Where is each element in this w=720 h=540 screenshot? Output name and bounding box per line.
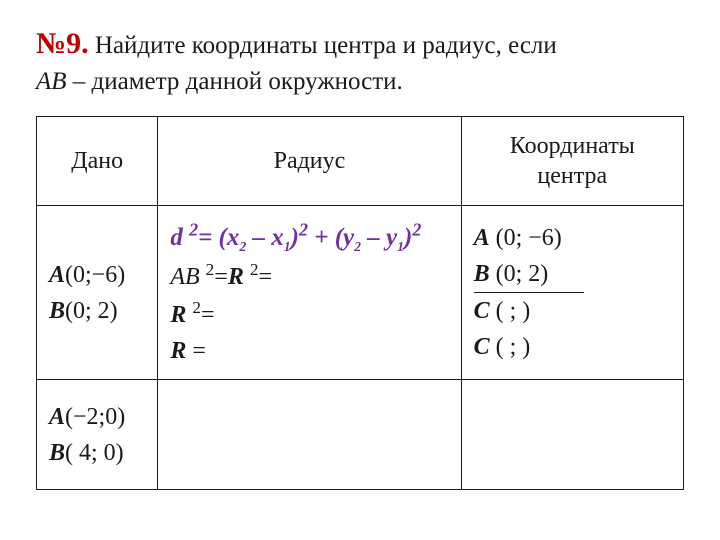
cell-center-1: А (0; −6) В (0; 2) С ( ; ) С ( ; ): [461, 206, 683, 380]
dano2-A-label: А: [49, 404, 65, 430]
dano1-B-coord: (0; 2): [65, 298, 118, 324]
dano2-B-coord: ( 4; 0): [65, 440, 124, 466]
center-A-coord: (0; −6): [496, 225, 562, 251]
dano1-A-coord: (0;−6): [65, 262, 125, 288]
center-C2-coord: ( ; ): [496, 334, 531, 360]
header-dano: Дано: [37, 117, 158, 206]
title-AB: АВ: [36, 68, 67, 95]
dano1-B-label: В: [49, 298, 65, 324]
center-C1-coord: ( ; ): [496, 298, 531, 324]
cell-radius-2: [158, 380, 461, 490]
problem-title: №9. Найдите координаты центра и радиус, …: [36, 24, 684, 98]
center-B-label: В: [474, 261, 496, 287]
center-C2-label: С: [474, 334, 496, 360]
title-line1: Найдите координаты центра и радиус, если: [89, 32, 557, 59]
radius-line3: R 2=: [170, 302, 214, 328]
dano2-A-coord: (−2;0): [65, 404, 125, 430]
center-C1-label: С: [474, 298, 496, 324]
center-B-line: В (0; 2): [474, 256, 585, 293]
cell-dano-1: А(0;−6) В(0; 2): [37, 206, 158, 380]
problem-number: №9.: [36, 27, 89, 60]
cell-radius-1: d 2= (x2 – x1)2 + (y2 – y1)2 АВ 2=R 2= R…: [158, 206, 461, 380]
center-A-label: А: [474, 225, 496, 251]
center-B-coord: (0; 2): [496, 261, 549, 287]
dano2-B-label: В: [49, 440, 65, 466]
header-radius: Радиус: [158, 117, 461, 206]
header-center: Координаты центра: [461, 117, 683, 206]
header-center-l2: центра: [537, 163, 607, 189]
distance-formula: d 2= (x2 – x1)2 + (y2 – y1)2: [170, 224, 421, 251]
data-row-1: А(0;−6) В(0; 2) d 2= (x2 – x1)2 + (y2 – …: [37, 206, 684, 380]
cell-dano-2: А(−2;0) В( 4; 0): [37, 380, 158, 490]
radius-line2: АВ 2=R 2=: [170, 264, 272, 290]
title-line2: – диаметр данной окружности.: [67, 68, 403, 95]
radius-line4: R =: [170, 338, 206, 364]
dano1-A-label: А: [49, 262, 65, 288]
header-row: Дано Радиус Координаты центра: [37, 117, 684, 206]
data-row-2: А(−2;0) В( 4; 0): [37, 380, 684, 490]
header-center-l1: Координаты: [510, 133, 635, 159]
cell-center-2: [461, 380, 683, 490]
problem-table: Дано Радиус Координаты центра А(0;−6) В(…: [36, 116, 684, 490]
